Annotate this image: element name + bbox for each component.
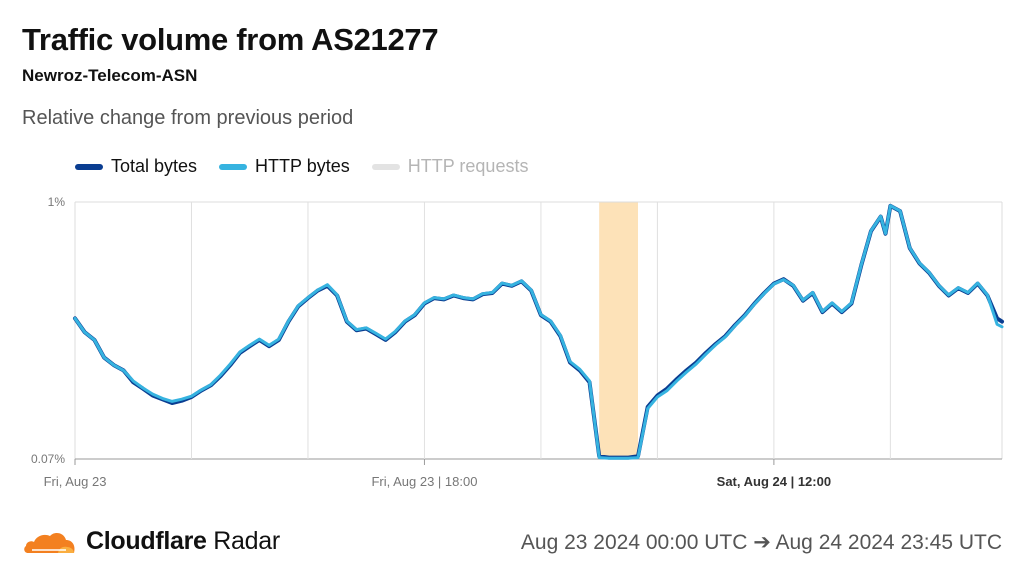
line-chart: Fri, Aug 23 Fri, Aug 23 | 18:00 Sat, Aug 2… xyxy=(31,195,1004,489)
brand-logo: Cloudflare Radar xyxy=(22,527,280,556)
legend-label-http-requests: HTTP requests xyxy=(407,156,529,176)
legend: Total bytes HTTP bytes HTTP requests xyxy=(75,156,528,177)
legend-swatch-http-requests xyxy=(371,163,400,170)
y-tick-label: 1% xyxy=(48,195,66,209)
legend-swatch-total-bytes xyxy=(75,163,103,170)
brand-name: Cloudflare Radar xyxy=(86,527,280,556)
x-tick-label: Fri, Aug 23 | 18:00 xyxy=(371,474,477,489)
brand-sub: Radar xyxy=(213,527,280,555)
chart-description: Relative change from previous period xyxy=(22,107,354,129)
x-tick-label: Sat, Aug 24 | 12:00 xyxy=(717,474,831,489)
brand-main: Cloudflare xyxy=(86,527,207,555)
legend-item-total-bytes[interactable]: Total bytes xyxy=(75,156,197,177)
legend-swatch-http-bytes xyxy=(219,163,248,170)
date-range: Aug 23 2024 00:00 UTC ➔ Aug 24 2024 23:4… xyxy=(520,531,1002,554)
cloudflare-cloud-icon xyxy=(24,532,75,553)
legend-label-total-bytes: Total bytes xyxy=(111,156,198,176)
chart-title: Traffic volume from AS21277 xyxy=(22,22,439,57)
legend-item-http-bytes[interactable]: HTTP bytes xyxy=(219,156,350,177)
highlight-band xyxy=(599,202,638,459)
y-tick-label: 0.07% xyxy=(31,452,65,466)
series-line-total-bytes xyxy=(73,203,1004,460)
legend-label-http-bytes: HTTP bytes xyxy=(255,156,350,176)
x-tick-label: Fri, Aug 23 xyxy=(44,474,107,489)
legend-item-http-requests[interactable]: HTTP requests xyxy=(371,156,529,177)
series-line-http-bytes xyxy=(73,204,1004,460)
chart-subtitle: Newroz-Telecom-ASN xyxy=(22,66,198,85)
